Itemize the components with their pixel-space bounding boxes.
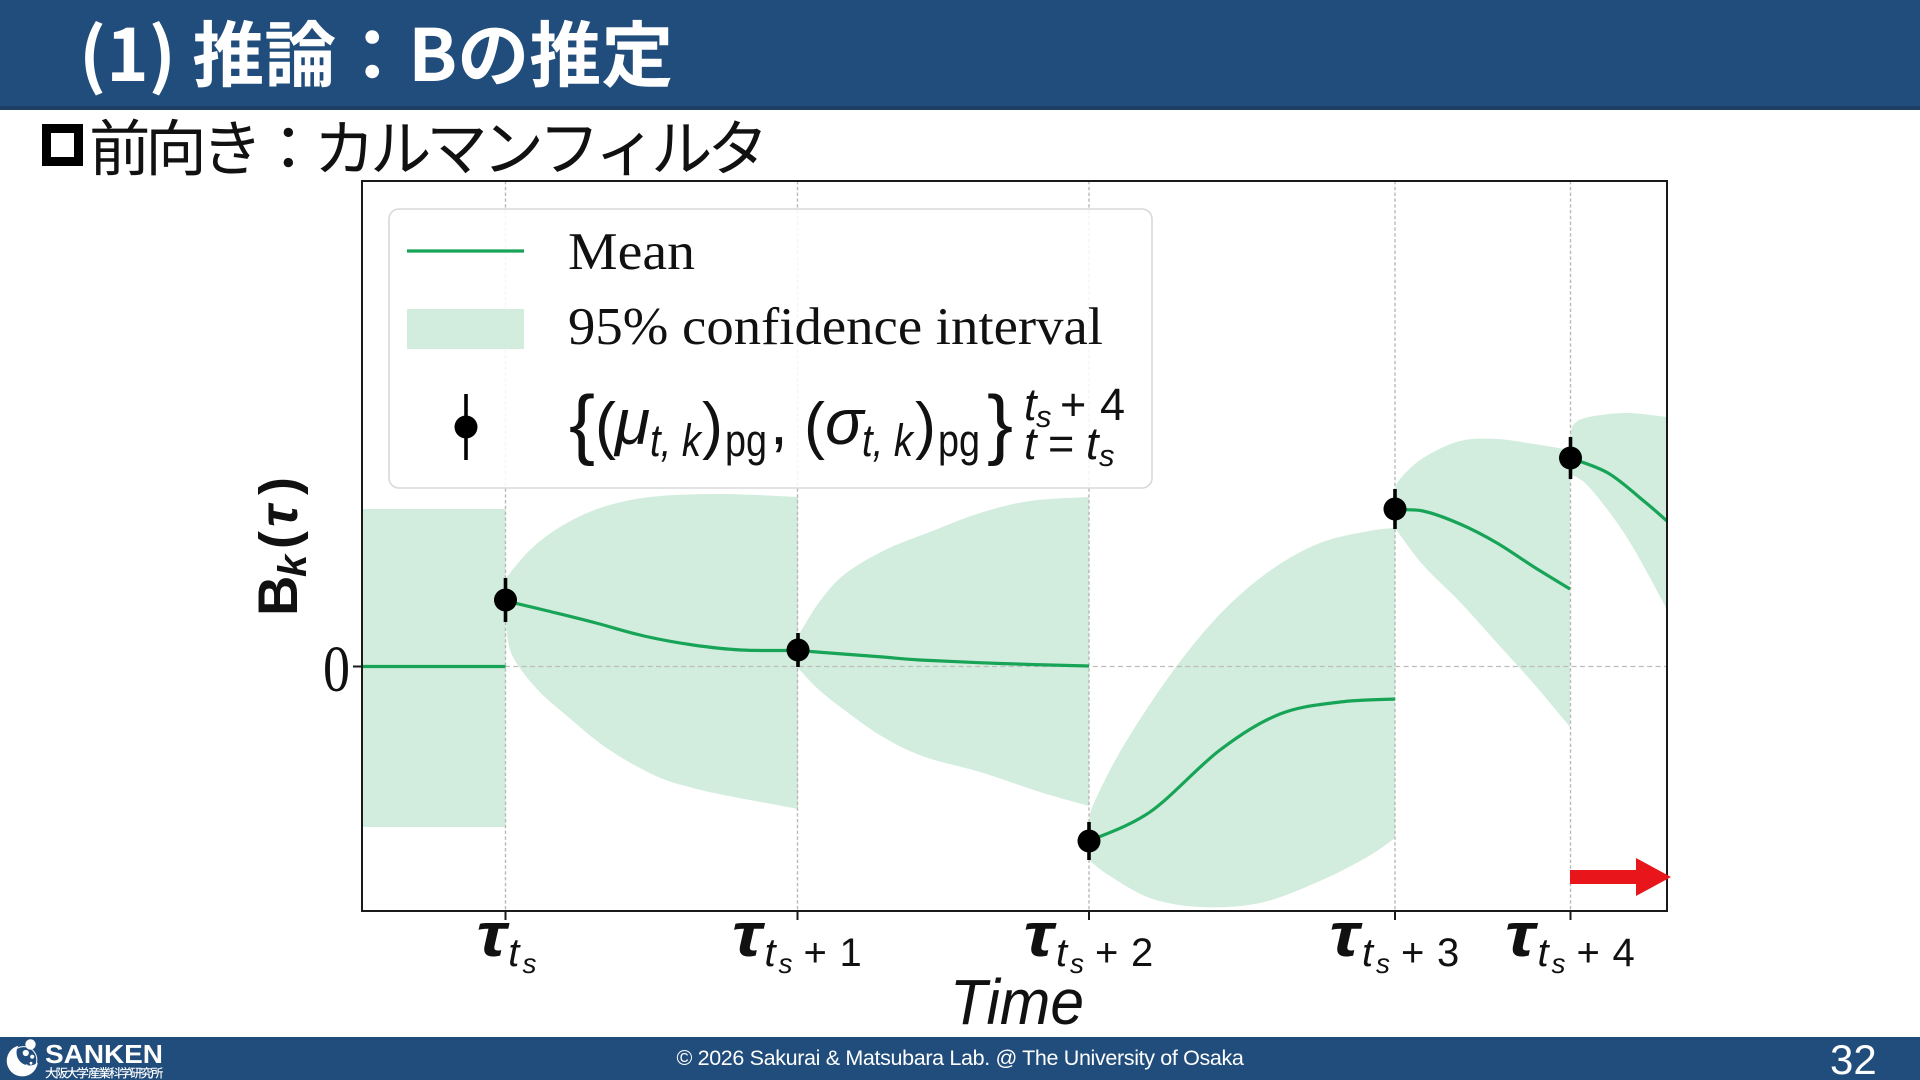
svg-text:+: +	[1401, 931, 1424, 975]
svg-text:s: s	[1099, 438, 1115, 473]
svg-text:t: t	[508, 931, 521, 975]
svg-text:4: 4	[1100, 379, 1125, 430]
svg-text:=: =	[1048, 418, 1074, 469]
svg-text:t: t	[1362, 931, 1375, 975]
svg-text:+: +	[804, 931, 827, 975]
svg-text:4: 4	[1613, 931, 1635, 975]
svg-text:τ: τ	[477, 901, 510, 970]
svg-text:t: t	[765, 931, 778, 975]
svg-text:3: 3	[1437, 931, 1459, 975]
svg-text:): )	[702, 391, 723, 461]
svg-text:Mean: Mean	[568, 223, 695, 281]
svg-text:s: s	[1036, 399, 1052, 434]
svg-text:,: ,	[770, 386, 788, 458]
svg-text:): )	[249, 477, 309, 495]
svg-text:k: k	[271, 553, 315, 577]
svg-text:pg: pg	[938, 415, 980, 466]
svg-text:t: t	[1024, 418, 1039, 469]
svg-text:τ: τ	[1505, 901, 1538, 970]
svg-text:τ: τ	[1330, 901, 1363, 970]
svg-text:+: +	[1577, 931, 1600, 975]
svg-text:1: 1	[840, 931, 862, 975]
svg-text:τ: τ	[1024, 901, 1057, 970]
svg-text:{: {	[569, 379, 595, 467]
svg-text:): )	[915, 391, 936, 461]
svg-text:μ: μ	[613, 386, 650, 458]
svg-text:pg: pg	[725, 415, 767, 466]
svg-text:t: t	[1024, 379, 1039, 430]
svg-text:s: s	[1552, 948, 1566, 979]
svg-text:s: s	[1376, 948, 1390, 979]
svg-text:SANKEN: SANKEN	[45, 1039, 163, 1069]
svg-text:2: 2	[1131, 931, 1153, 975]
svg-text:t: t	[1086, 418, 1101, 469]
svg-text:τ: τ	[732, 901, 765, 970]
svg-text:}: }	[987, 379, 1013, 467]
svg-text:(: (	[595, 391, 616, 461]
svg-text:t, k: t, k	[862, 415, 915, 466]
svg-text:(: (	[249, 531, 309, 549]
svg-text:Time: Time	[950, 966, 1084, 1038]
svg-text:32: 32	[1830, 1036, 1877, 1080]
svg-text:t: t	[1538, 931, 1551, 975]
svg-text:+: +	[1095, 931, 1118, 975]
svg-text:t, k: t, k	[650, 415, 703, 466]
svg-text:τ: τ	[249, 502, 309, 527]
svg-text:B: B	[246, 576, 309, 616]
svg-text:s: s	[523, 948, 537, 979]
svg-text:0: 0	[323, 633, 350, 706]
svg-text:(: (	[804, 391, 825, 461]
svg-text:s: s	[1070, 948, 1084, 979]
svg-text:s: s	[779, 948, 793, 979]
svg-text:+: +	[1060, 379, 1086, 430]
svg-text:95% confidence interval: 95% confidence interval	[568, 298, 1103, 356]
svg-text:σ: σ	[825, 386, 866, 458]
svg-text:t: t	[1056, 931, 1069, 975]
